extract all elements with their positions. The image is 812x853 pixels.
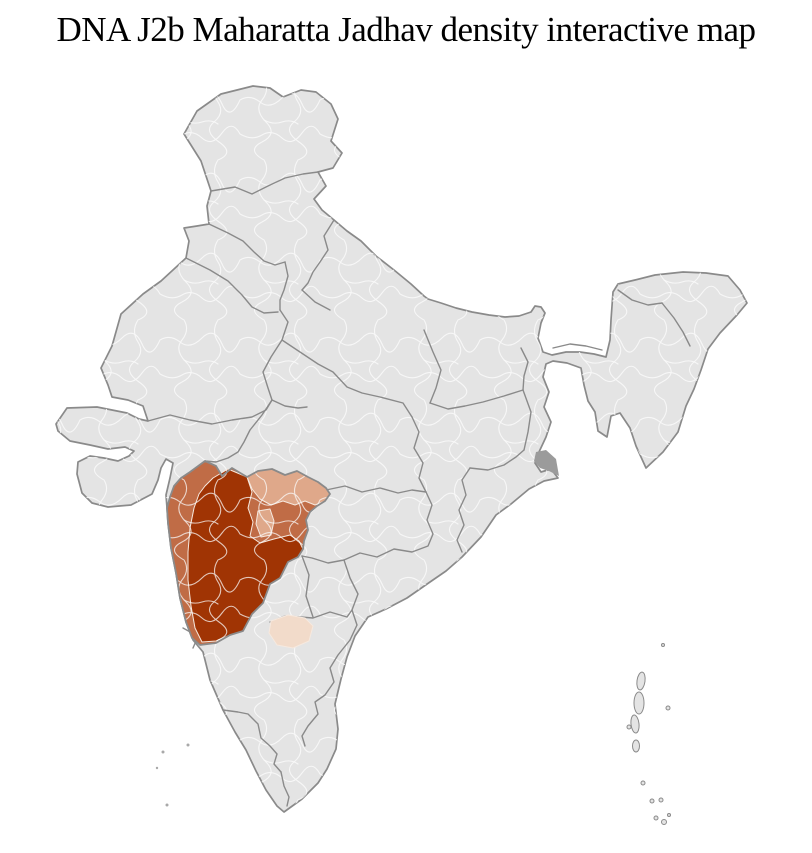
cluster-state-outline [166,460,331,646]
cluster-state-border [166,460,331,646]
sundarbans-delta-patch [534,450,559,476]
islands [155,643,671,825]
lakshadweep-islands [155,743,190,807]
mainland [55,85,748,813]
page-title: DNA J2b Maharatta Jadhav density interac… [56,10,756,49]
andaman-nicobar-islands [626,643,671,825]
